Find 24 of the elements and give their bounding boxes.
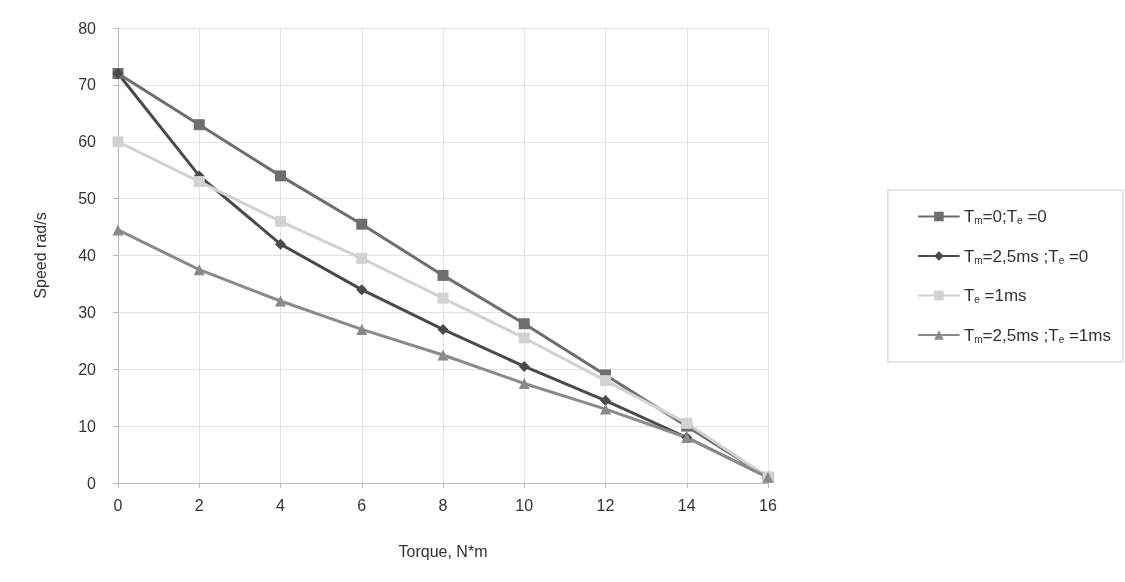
legend-label: Tm=2,5ms ;Te =1ms [963,325,1112,345]
y-tick-label: 30 [78,303,97,321]
y-tick-label: 50 [78,190,97,208]
legend-label: Te =1ms [963,286,1027,305]
x-axis-title: Torque, N*m [398,542,488,560]
y-tick-label: 60 [78,133,97,151]
y-axis-title: Speed rad/s [31,212,49,299]
x-tick-label: 10 [515,496,534,514]
x-tick-label: 4 [276,496,286,514]
y-tick-label: 40 [78,247,97,264]
x-tick-label: 16 [759,496,777,514]
x-tick-label: 8 [438,496,448,514]
y-tick-label: 0 [87,474,97,492]
x-tick-label: 14 [677,496,696,514]
y-tick-label: 80 [78,19,97,37]
y-tick-label: 20 [78,360,97,378]
x-tick-label: 12 [596,496,615,514]
legend-label: Tm=2,5ms ;Te =0 [963,246,1089,266]
x-tick-label: 0 [113,496,123,514]
y-tick-label: 10 [78,417,97,435]
y-tick-label: 70 [78,76,97,94]
x-tick-label: 2 [194,496,204,514]
legend-label: Tm=0;Te =0 [963,207,1047,226]
x-tick-label: 6 [357,496,367,514]
